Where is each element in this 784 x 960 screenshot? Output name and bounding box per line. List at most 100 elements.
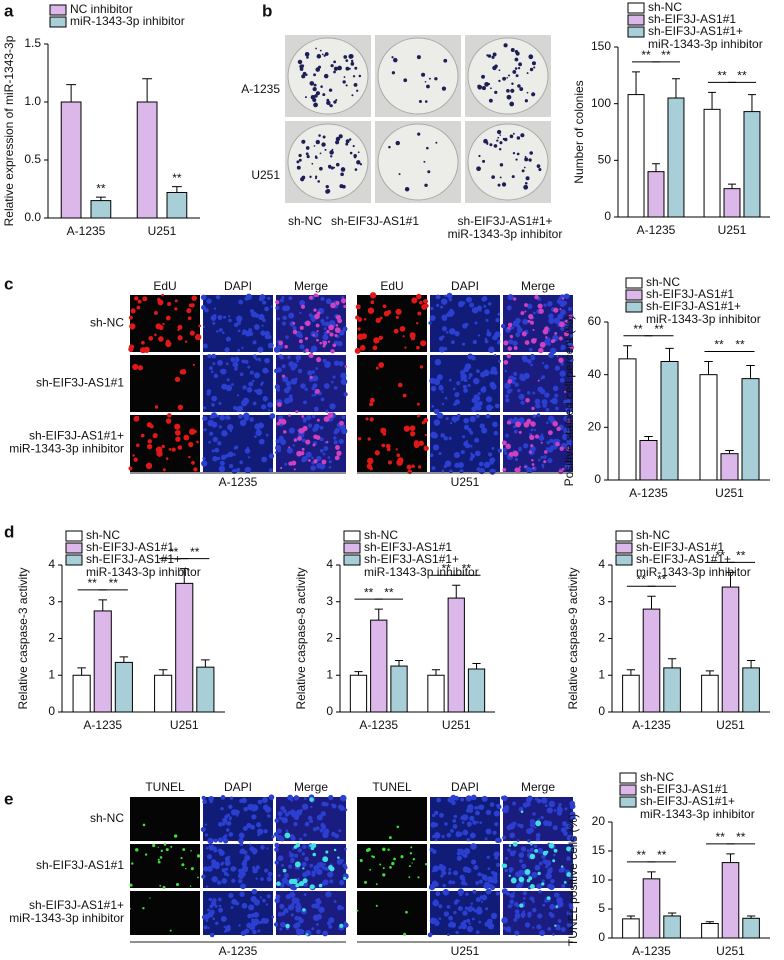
cell-dot: [303, 797, 307, 800]
cell-dot: [474, 321, 478, 325]
colony: [313, 83, 317, 87]
cell-dot: [531, 406, 535, 411]
cell-dot: [224, 856, 230, 862]
cell-dot: [304, 336, 309, 341]
cell-dot: [152, 843, 156, 848]
colony: [516, 136, 521, 140]
cell-dot: [515, 421, 522, 428]
column-label: Merge: [521, 279, 555, 293]
colony: [309, 175, 312, 179]
cell-dot: [408, 876, 411, 879]
cell-dot: [264, 306, 270, 312]
cell-dot: [286, 447, 293, 454]
cell-dot: [559, 377, 565, 383]
cell-dot: [310, 465, 316, 471]
cell-dot: [560, 927, 566, 932]
cell-dot: [291, 811, 297, 818]
cell-dot: [520, 912, 526, 918]
cell-dot: [410, 431, 416, 437]
cell-dot: [460, 797, 465, 802]
cell-dot: [201, 460, 208, 467]
cell-dot: [507, 294, 514, 301]
cell-dot: [361, 333, 368, 340]
error-bar: [472, 662, 481, 670]
cell-dot: [311, 394, 314, 397]
bar: [642, 608, 661, 713]
cell-dot: [456, 381, 461, 386]
legend-swatch: [343, 542, 361, 554]
cell-dot: [543, 331, 547, 334]
error-bar: [626, 915, 636, 919]
cell-dot: [231, 878, 236, 883]
cell-dot: [529, 315, 533, 320]
cell-dot: [528, 347, 533, 352]
cell-dot: [162, 885, 166, 889]
cell-dot: [231, 898, 238, 905]
cell-dot: [463, 853, 468, 859]
cell-dot: [501, 795, 505, 800]
cell-dot: [262, 804, 269, 811]
cell-dot: [464, 906, 469, 911]
cell-dot: [462, 435, 466, 439]
colony: [300, 177, 305, 182]
cell-dot: [388, 836, 392, 840]
cell-dot: [225, 384, 233, 392]
y-tick-label: 0.0: [24, 210, 41, 224]
cell-dot: [514, 930, 520, 936]
cell-dot: [326, 329, 330, 334]
cell-dot: [276, 388, 281, 392]
cell-dot: [288, 851, 292, 854]
colony: [536, 164, 541, 168]
significance: **: [384, 585, 394, 599]
legend-swatch: [619, 796, 637, 808]
cell-dot: [319, 425, 324, 430]
cell-dot: [267, 871, 273, 877]
cell-dot: [218, 907, 224, 913]
bar: [166, 191, 188, 219]
cell-dot: [260, 330, 266, 336]
cell-dot: [429, 315, 436, 321]
cell-dot: [213, 838, 218, 843]
cell-dot: [450, 922, 457, 928]
column-label: Merge: [294, 780, 328, 794]
cell-dot: [433, 408, 440, 415]
colony: [393, 57, 398, 63]
cell-dot: [251, 847, 258, 855]
cell-dot: [564, 807, 568, 811]
cell-dot: [300, 304, 306, 309]
cell-dot: [545, 407, 550, 412]
colony: [514, 57, 519, 62]
cell-dot: [507, 379, 513, 384]
error-bar: [179, 568, 189, 584]
cell-dot: [216, 414, 220, 418]
legend-label: NC inhibitor: [70, 2, 133, 16]
cell-dot: [333, 848, 337, 852]
cell-dot: [328, 324, 335, 331]
cell-dot: [296, 450, 302, 457]
y-axis-label: Relative caspase-9 activity: [566, 567, 580, 709]
cell-dot: [284, 397, 291, 405]
cell-dot: [322, 344, 326, 348]
cell-dot: [537, 458, 541, 462]
cell-dot: [314, 313, 320, 320]
colony: [490, 87, 492, 90]
cell-dot: [441, 402, 445, 406]
panel-label: e: [4, 789, 13, 808]
bar: [196, 666, 215, 713]
bar: [370, 619, 388, 713]
cell-dot: [456, 413, 461, 418]
error-bar: [728, 183, 736, 189]
cell-dot: [167, 301, 172, 307]
cell-dot: [290, 857, 295, 863]
cell-dot: [527, 839, 531, 843]
cell-dot: [283, 872, 289, 878]
cell-dot: [258, 296, 264, 302]
cell-dot: [469, 416, 476, 423]
cell-dot: [443, 346, 448, 351]
cell-dot: [295, 907, 301, 913]
cell-dot: [188, 455, 191, 459]
colony: [348, 54, 354, 59]
y-tick-label: 100: [591, 96, 611, 110]
cell-dot: [241, 865, 249, 873]
cell-dot: [547, 926, 552, 931]
